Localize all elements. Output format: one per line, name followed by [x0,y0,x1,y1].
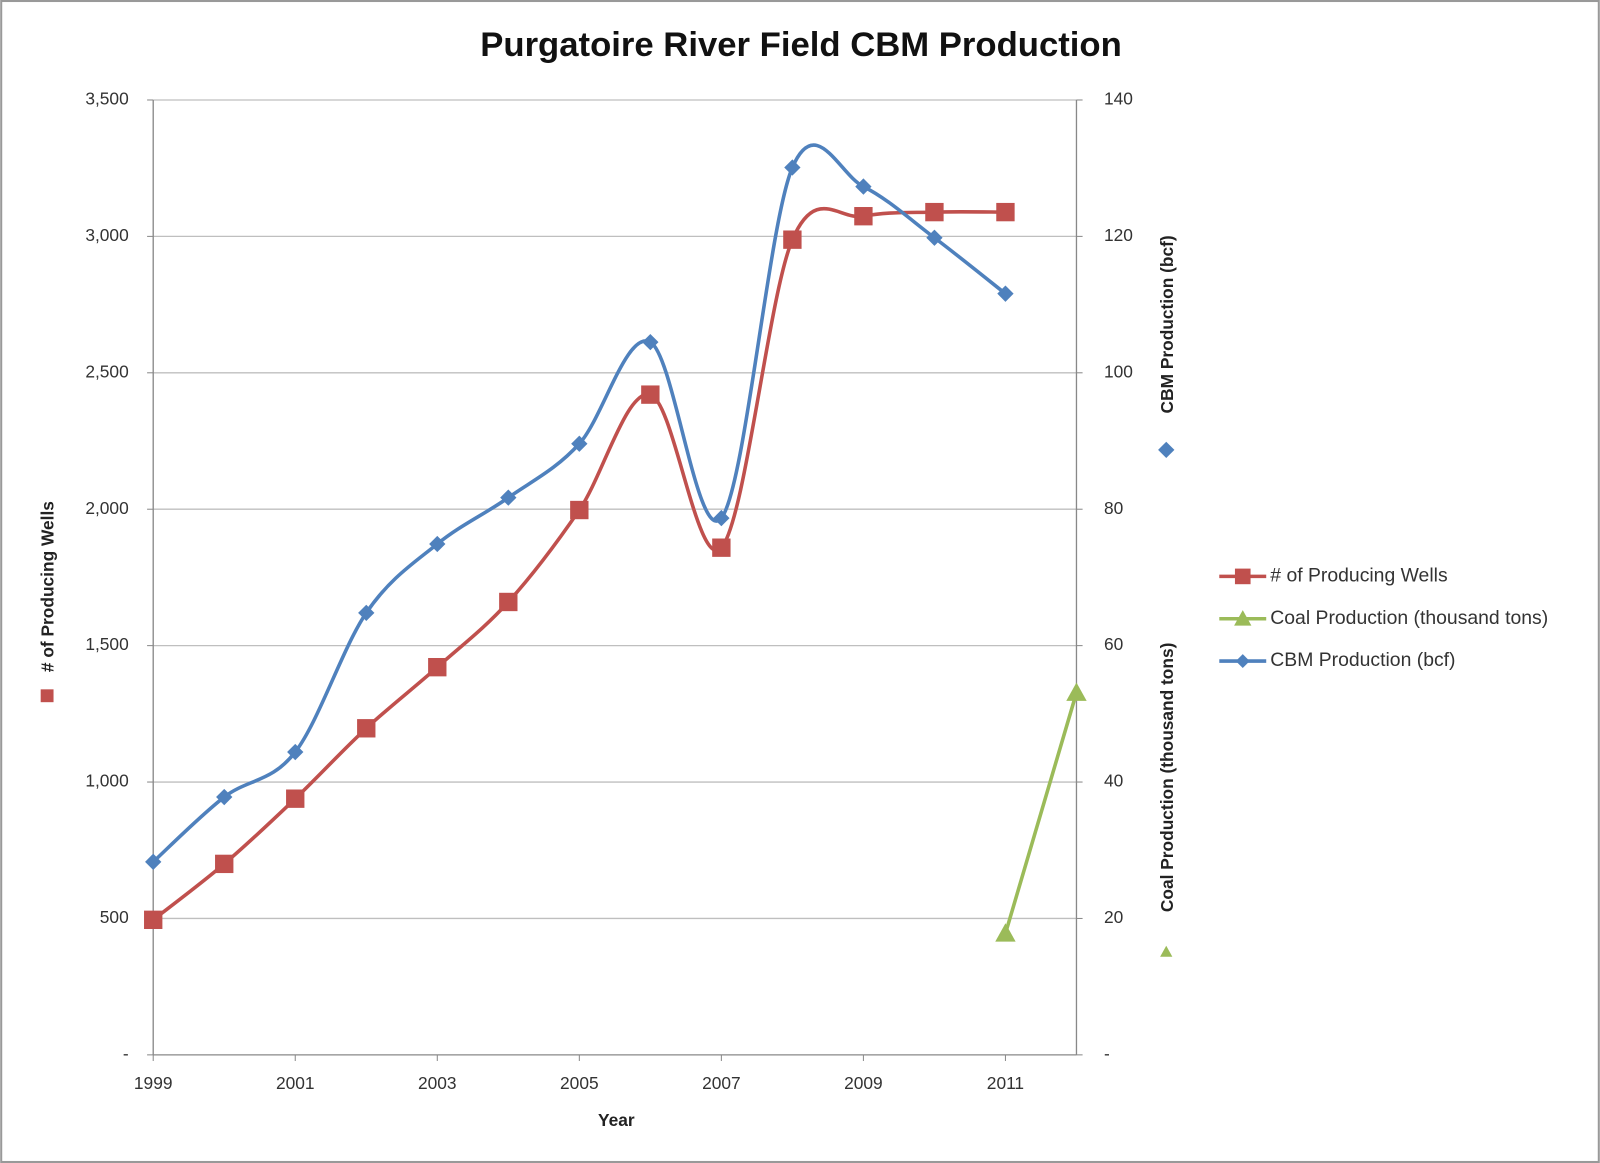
data-point [145,853,162,870]
series-line [152,143,1007,864]
x-tick-label: 2005 [560,1073,599,1093]
data-point [712,538,731,557]
data-point [641,385,660,404]
y2-axis-title: CBM Production (bcf) [1157,235,1177,413]
y-tick-label: 3,000 [85,225,128,245]
y-tick-label: 2,500 [85,361,128,381]
chart-title: Purgatoire River Field CBM Production [480,26,1122,64]
y2-tick-label: 120 [1104,225,1133,245]
data-point [287,743,304,761]
x-tick-label: 2003 [418,1073,457,1093]
data-point [144,910,163,929]
y2-tick-label: 20 [1104,907,1123,927]
axis-title-marker [40,689,54,703]
series-line [1003,692,1079,934]
axis-title-marker [1160,945,1173,957]
data-point [215,854,234,874]
legend-marker [1234,568,1251,585]
y-axis-title: # of Producing Wells [38,501,58,672]
y2-tick-label: - [1104,1043,1110,1063]
y2-tick-label: 100 [1104,361,1133,381]
x-tick-label: 2009 [844,1073,883,1093]
data-point [357,719,376,738]
legend-marker [1234,610,1252,626]
legend-marker [1235,654,1250,669]
legend-label: CBM Production (bcf) [1270,649,1455,671]
x-tick-label: 2001 [276,1073,315,1093]
data-point [499,592,518,612]
y-tick-label: - [123,1043,129,1063]
data-point [925,202,944,222]
y-tick-label: 2,000 [85,498,128,518]
y-tick-label: 1,000 [85,771,128,791]
y2-tick-label: 40 [1104,771,1123,791]
y-tick-label: 500 [100,907,129,927]
data-point [995,923,1016,942]
x-tick-label: 2007 [702,1073,741,1093]
x-tick-label: 2011 [987,1073,1024,1093]
y2-tick-label: 60 [1104,634,1123,654]
legend-label: # of Producing Wells [1270,565,1447,587]
legend-label: Coal Production (thousand tons) [1270,607,1548,629]
y-tick-label: 1,500 [85,634,128,654]
data-point [286,789,305,808]
data-point [854,207,873,226]
data-point [1066,682,1087,701]
y2-axis-title: Coal Production (thousand tons) [1157,643,1177,913]
data-point [428,657,447,677]
data-point [570,500,589,520]
y-tick-label: 3,500 [85,89,128,109]
data-point [783,230,802,249]
series-line [152,206,1006,922]
y2-tick-label: 80 [1104,498,1123,518]
data-point [996,202,1015,222]
data-point [784,159,801,176]
y2-tick-label: 140 [1104,89,1133,109]
data-point [216,788,233,806]
x-tick-label: 1999 [134,1073,173,1093]
x-axis-title: Year [598,1110,635,1130]
